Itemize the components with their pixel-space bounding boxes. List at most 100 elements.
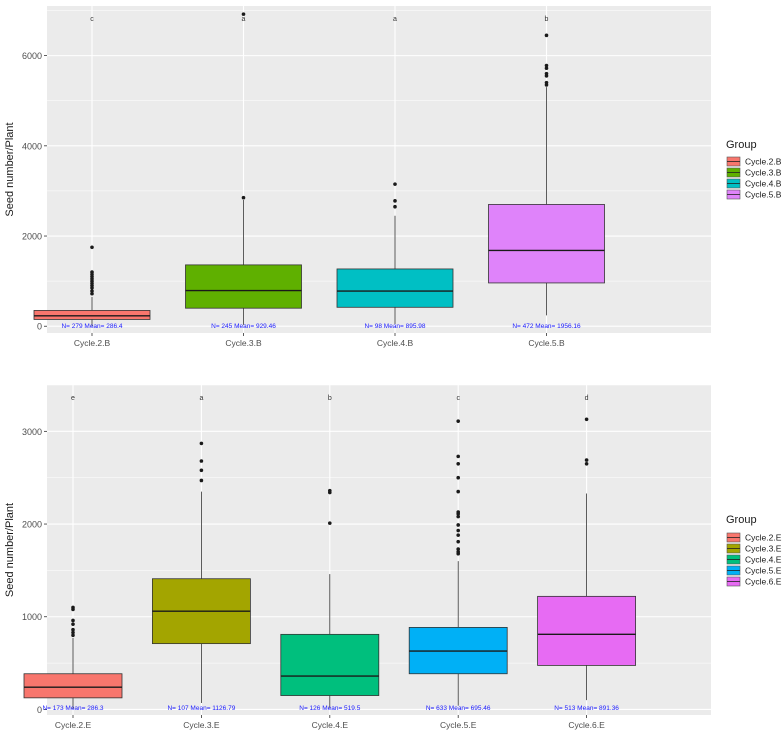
x-tick-label: Cycle.4.E [312,720,349,730]
outlier-point [71,627,75,632]
x-tick-label: Cycle.5.E [440,720,477,730]
box-cycle-5-b: b N= 472 Mean= 1956.16 Cycle.5.B [488,16,605,348]
outlier-point [71,633,75,638]
n-mean-annotation: N= 98 Mean= 895.98 [364,323,425,330]
outlier-point [393,182,397,186]
outlier-point [393,204,397,209]
n-mean-annotation: N= 472 Mean= 1956.16 [512,323,581,330]
significance-letter: b [545,16,549,23]
significance-letter: e [71,395,75,402]
x-tick-label: Cycle.5.B [528,338,565,348]
outlier-point [199,468,204,473]
x-tick-label: Cycle.2.E [55,720,92,730]
legend: Group Cycle.2.ECycle.3.ECycle.4.ECycle.5.… [726,514,782,587]
significance-letter: c [456,395,460,402]
outlier-point [544,71,549,76]
outlier-point [456,533,461,537]
box-cycle-6-e: d N= 513 Mean= 891.36 Cycle.6.E [537,395,636,730]
y-tick-label: 0 [37,322,42,332]
outlier-point [584,461,589,466]
box-iqr [23,673,123,699]
outlier-point [71,618,75,623]
y-tick-label: 3000 [22,427,42,437]
box-iqr [336,268,454,308]
n-mean-annotation: N= 126 Mean= 519.5 [299,705,360,712]
outlier-point [456,461,461,466]
box-cycle-2-e: e N= 173 Mean= 286.3 Cycle.2.E [23,395,123,730]
outlier-point [456,454,461,459]
y-tick-label: 1000 [22,612,42,622]
outlier-point [90,291,94,296]
x-tick-label: Cycle.3.E [183,720,220,730]
outlier-point [199,459,204,463]
legend-label: Cycle.2.B [745,157,782,167]
box-iqr [280,633,380,696]
outlier-point [456,523,461,527]
significance-letter: b [328,395,332,402]
outlier-point [71,630,75,635]
outlier-point [456,528,461,533]
outlier-point [456,475,461,480]
outlier-point [456,547,461,551]
outlier-point [241,12,246,16]
box-iqr [488,204,605,284]
n-mean-annotation: N= 513 Mean= 891.36 [554,705,619,712]
n-mean-annotation: N= 245 Mean= 929.46 [211,323,276,330]
box-cycle-5-e: c N= 633 Mean= 695.46 Cycle.5.E [408,395,508,730]
outlier-point [199,478,204,483]
box-cycle-2-b: c N= 279 Mean= 286.4 Cycle.2.B [33,16,151,348]
x-tick-label: Cycle.2.B [74,338,111,348]
x-tick-label: Cycle.3.B [225,338,262,348]
legend-label: Cycle.5.B [745,190,782,200]
x-tick-label: Cycle.4.B [377,338,414,348]
significance-letter: c [90,16,94,23]
y-tick-label: 6000 [22,51,42,61]
y-axis-label: Seed number/Plant [4,503,16,597]
n-mean-annotation: N= 633 Mean= 695.46 [426,705,491,712]
outlier-point [71,622,75,626]
outlier-point [456,419,461,423]
outlier-point [241,195,246,200]
outlier-point [456,489,461,494]
box-cycle-4-b: a N= 98 Mean= 895.98 Cycle.4.B [336,16,454,348]
legend-title: Group [726,514,757,526]
legend: Group Cycle.2.BCycle.3.BCycle.4.BCycle.5.… [726,139,782,200]
outlier-point [90,270,94,274]
outlier-point [328,521,332,525]
legend-label: Cycle.3.B [745,168,782,178]
outlier-point [456,510,461,514]
significance-letter: a [199,395,203,402]
outlier-point [456,550,461,554]
outlier-point [90,289,94,293]
box-iqr [537,595,636,666]
chart-panel-1: 0 2000 4000 6000 c N= 279 Mean= 286.4 Cycle.2.… [4,6,782,348]
outlier-point [544,66,549,71]
legend-label: Cycle.4.E [745,555,782,565]
legend-title: Group [726,139,757,151]
outlier-point [456,514,461,519]
significance-letter: d [585,395,589,402]
legend-label: Cycle.6.E [745,577,782,587]
n-mean-annotation: N= 279 Mean= 286.4 [61,323,122,330]
legend-label: Cycle.4.B [745,179,782,189]
y-tick-label: 4000 [22,141,42,151]
x-tick-label: Cycle.6.E [568,720,605,730]
box-cycle-3-b: a N= 245 Mean= 929.46 Cycle.3.B [185,12,302,348]
n-mean-annotation: N= 107 Mean= 1126.79 [167,705,235,712]
outlier-point [584,417,589,422]
y-tick-label: 0 [37,705,42,715]
y-tick-label: 2000 [22,520,42,530]
outlier-point [393,199,397,203]
outlier-point [71,605,75,610]
legend-label: Cycle.2.E [745,533,782,543]
box-iqr [185,264,302,309]
significance-letter: a [242,16,246,23]
legend-label: Cycle.3.E [745,544,782,554]
y-axis-label: Seed number/Plant [4,122,16,216]
chart-panel-2: 0 1000 2000 3000 e N= 173 Mean= 286.3 Cycle.2.… [4,384,782,730]
box-cycle-4-e: b N= 126 Mean= 519.5 Cycle.4.E [280,395,380,730]
box-iqr [33,310,151,320]
y-tick-label: 2000 [22,232,42,242]
outlier-point [199,441,204,446]
